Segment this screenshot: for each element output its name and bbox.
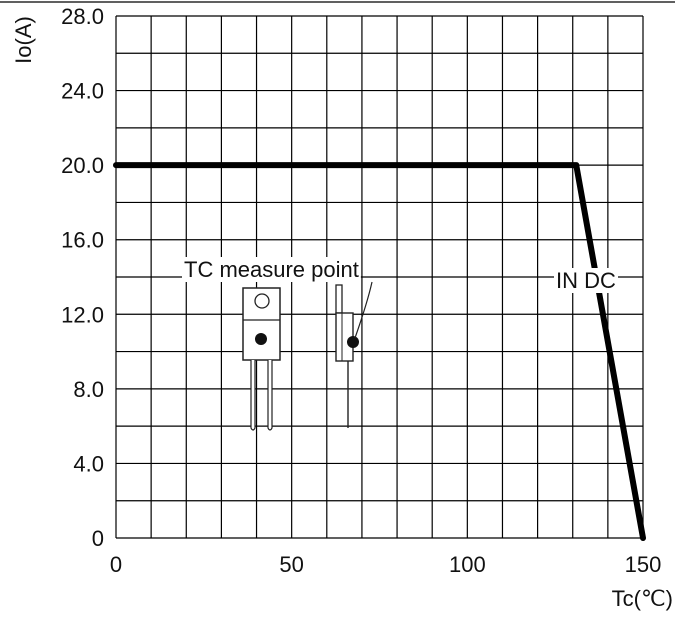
- y-tick-label: 8.0: [73, 377, 104, 402]
- series-layer: [113, 162, 646, 541]
- x-tick-label: 50: [279, 552, 303, 577]
- x-tick-label: 150: [625, 552, 662, 577]
- package-side-icon: [335, 281, 373, 428]
- measure-point-leader: [354, 281, 373, 339]
- y-tick-label: 28.0: [61, 4, 104, 29]
- annotation-label: TC measure point: [184, 257, 359, 282]
- x-axis-title: Tc(℃): [612, 586, 673, 611]
- plot-grid: [115, 15, 644, 539]
- annotation-background: [182, 257, 361, 282]
- y-axis-title: Io(A): [11, 16, 36, 64]
- series-line: [113, 162, 646, 541]
- y-tick-label: 20.0: [61, 153, 104, 178]
- annotation-layer: TC measure point IN DC: [182, 257, 618, 293]
- y-tick-label: 24.0: [61, 79, 104, 104]
- y-tick-label: 12.0: [61, 302, 104, 327]
- y-tick-label: 4.0: [73, 451, 104, 476]
- package-front-icon: [242, 287, 281, 431]
- y-tick-label: 0: [92, 526, 104, 551]
- measure-point-dot-side: [347, 336, 359, 348]
- y-tick-label: 16.0: [61, 228, 104, 253]
- x-tick-label: 100: [449, 552, 486, 577]
- annotation-label: IN DC: [556, 268, 616, 293]
- annotation-background: [554, 268, 618, 293]
- measure-point-dot-front: [255, 333, 267, 345]
- x-tick-label: 0: [110, 552, 122, 577]
- axis-tick-labels: 0 4.0 8.0 12.0 16.0 20.0 24.0 28.0 0 50 100 150: [61, 4, 661, 577]
